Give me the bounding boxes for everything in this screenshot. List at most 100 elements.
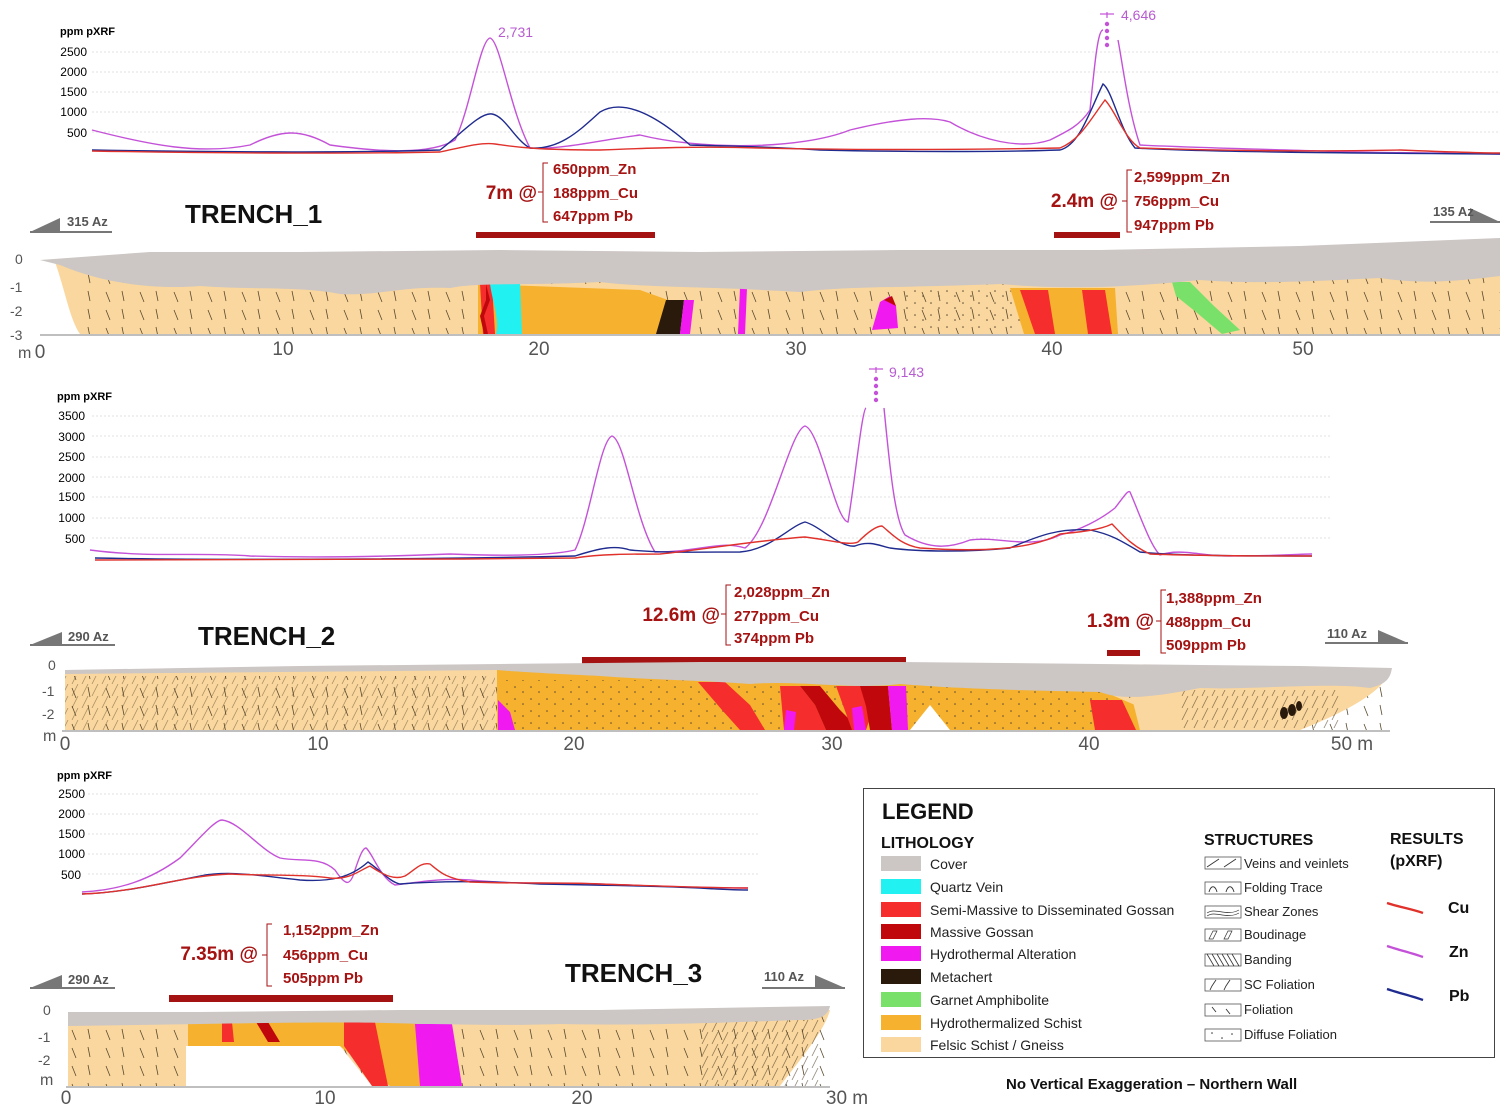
interval-zn: 1,152ppm_Zn <box>283 922 379 939</box>
trench1-cu-series <box>91 98 1501 154</box>
metachert-unit <box>656 300 684 334</box>
x-tick: 10 <box>314 1088 335 1107</box>
structures-title: STRUCTURES <box>1204 832 1314 849</box>
semi-massive-gossan-unit <box>1082 290 1112 334</box>
trench3-title: TRENCH_3 <box>565 958 702 988</box>
massive-gossan-swatch <box>881 924 921 939</box>
structure-label: Boudinage <box>1244 927 1306 942</box>
x-tick: 20 <box>563 734 584 755</box>
interval-pb: 509ppm Pb <box>1166 637 1246 654</box>
interval-pb: 505ppm Pb <box>283 970 363 987</box>
result-label: Cu <box>1448 900 1469 917</box>
trench3-gridlines <box>88 793 760 875</box>
trench2-depth-axis: 0 -1 -2 m <box>42 657 56 745</box>
trench1-depth-axis: 0 -1 -2 -3 m <box>10 251 31 362</box>
x-tick: 40 <box>1078 734 1099 755</box>
interval-zn: 2,028ppm_Zn <box>734 584 830 601</box>
depth-tick: -1 <box>38 1029 51 1045</box>
depth-unit: m <box>40 1072 53 1089</box>
depth-unit: m <box>43 728 56 745</box>
structure-label: SC Foliation <box>1244 977 1315 992</box>
x-tick: 50 m <box>1331 734 1373 755</box>
interval-zn: 650ppm_Zn <box>553 161 636 178</box>
depth-tick: -2 <box>38 1052 51 1068</box>
x-tick: 20 <box>528 339 549 360</box>
legend-canvas: LEGEND LITHOLOGY Cover Quartz Vein Semi-… <box>881 799 1470 1053</box>
trench1-ytick: 500 <box>67 126 87 140</box>
massive-gossan-unit <box>800 686 860 730</box>
folding-trace-icon <box>1204 881 1242 895</box>
trench1-x-axis: 0 10 20 30 40 50 <box>35 339 1314 363</box>
trench3-ytick: 2000 <box>58 807 85 821</box>
cover-void <box>186 1046 372 1086</box>
banding-overlay <box>1180 690 1340 728</box>
sc-foliation-icon <box>1204 978 1242 992</box>
legend-title: LEGEND <box>882 799 974 824</box>
cover-swatch <box>881 856 921 871</box>
x-tick: 30 m <box>826 1088 868 1107</box>
x-tick: 30 <box>821 734 842 755</box>
trench1-azimuth-right: 135 Az <box>1430 204 1500 223</box>
trench1-azimuth-left: 315 Az <box>30 214 112 233</box>
trench3-x-axis: 0 10 20 30 m <box>61 1088 868 1107</box>
hydrothermal-alteration-unit <box>415 1024 462 1086</box>
trench3-ytick: 1000 <box>58 847 85 861</box>
structure-label: Banding <box>1244 952 1292 967</box>
interval-bar <box>1107 650 1140 656</box>
hydrothermal-alteration-unit <box>680 300 694 334</box>
trench1-peak-label: 4,646 <box>1121 7 1156 23</box>
trench3-pb-series <box>81 861 749 895</box>
trench1-peak-label: 2,731 <box>498 24 533 40</box>
felsic-schist-swatch <box>881 1037 921 1052</box>
trench2-x-axis: 0 10 20 30 40 50 m <box>60 734 1373 755</box>
trench2-cu-series <box>94 523 1313 561</box>
trench1-interval-2: 2.4m @ 2,599ppm_Zn 756ppm_Cu 947ppm Pb <box>1051 169 1230 238</box>
result-label: Zn <box>1449 944 1469 961</box>
trench1-ytick: 2000 <box>60 65 87 79</box>
trench2-ytick: 3000 <box>58 430 85 444</box>
lithology-label: Metachert <box>930 969 992 985</box>
semi-massive-gossan-unit <box>222 1022 234 1042</box>
lithology-label: Hydrothermal Alteration <box>930 946 1076 962</box>
depth-tick: -3 <box>10 327 23 343</box>
trench3-ytick: 1500 <box>58 827 85 841</box>
trench2-ytick: 500 <box>65 532 85 546</box>
cover-unit <box>40 238 1500 295</box>
boudinage-mark <box>1288 704 1296 716</box>
trench2-peak-zn-9143: 9,143 <box>869 364 924 403</box>
lithology-label: Cover <box>930 856 968 872</box>
x-tick: 0 <box>60 734 71 755</box>
hydrothermalized-schist-unit <box>478 284 668 334</box>
interval-pb: 647ppm Pb <box>553 208 633 225</box>
x-tick: 40 <box>1041 339 1062 360</box>
trench1-ytick: 2500 <box>60 45 87 59</box>
results-subtitle: (pXRF) <box>1390 853 1442 870</box>
trench1-section <box>40 238 1500 336</box>
structure-label: Veins and veinlets <box>1244 856 1349 871</box>
trench1-interval-1: 7m @ 650ppm_Zn 188ppm_Cu 647ppm Pb <box>476 161 655 238</box>
pb-line-swatch <box>1386 987 1424 1002</box>
boudinage-icon <box>1204 928 1242 942</box>
legend-box: LEGEND LITHOLOGY Cover Quartz Vein Semi-… <box>863 788 1495 1058</box>
azimuth-label: 290 Az <box>68 972 109 987</box>
trench2-title: TRENCH_2 <box>198 621 335 651</box>
trench1-pb-series <box>91 82 1501 155</box>
boudinage-mark <box>1280 707 1288 719</box>
cover-unit <box>65 662 1392 697</box>
azimuth-label: 135 Az <box>1433 204 1474 219</box>
shear-zones-icon <box>1204 905 1242 919</box>
interval-pb: 374ppm Pb <box>734 630 814 647</box>
trench3-zn-series <box>81 819 749 893</box>
interval-bar <box>582 657 906 664</box>
cu-line-swatch <box>1386 901 1424 915</box>
foliation-icon <box>1204 1003 1242 1017</box>
garnet-amphibolite-unit <box>1172 282 1240 334</box>
trench3-depth-axis: 0 -1 -2 m <box>38 1002 53 1089</box>
trench2-ytick: 1000 <box>58 511 85 525</box>
banding-overlay <box>65 676 495 730</box>
quartz-vein-swatch <box>881 879 921 894</box>
depth-tick: -2 <box>42 706 55 722</box>
trench1-title: TRENCH_1 <box>185 199 322 229</box>
depth-tick: 0 <box>43 1002 51 1018</box>
